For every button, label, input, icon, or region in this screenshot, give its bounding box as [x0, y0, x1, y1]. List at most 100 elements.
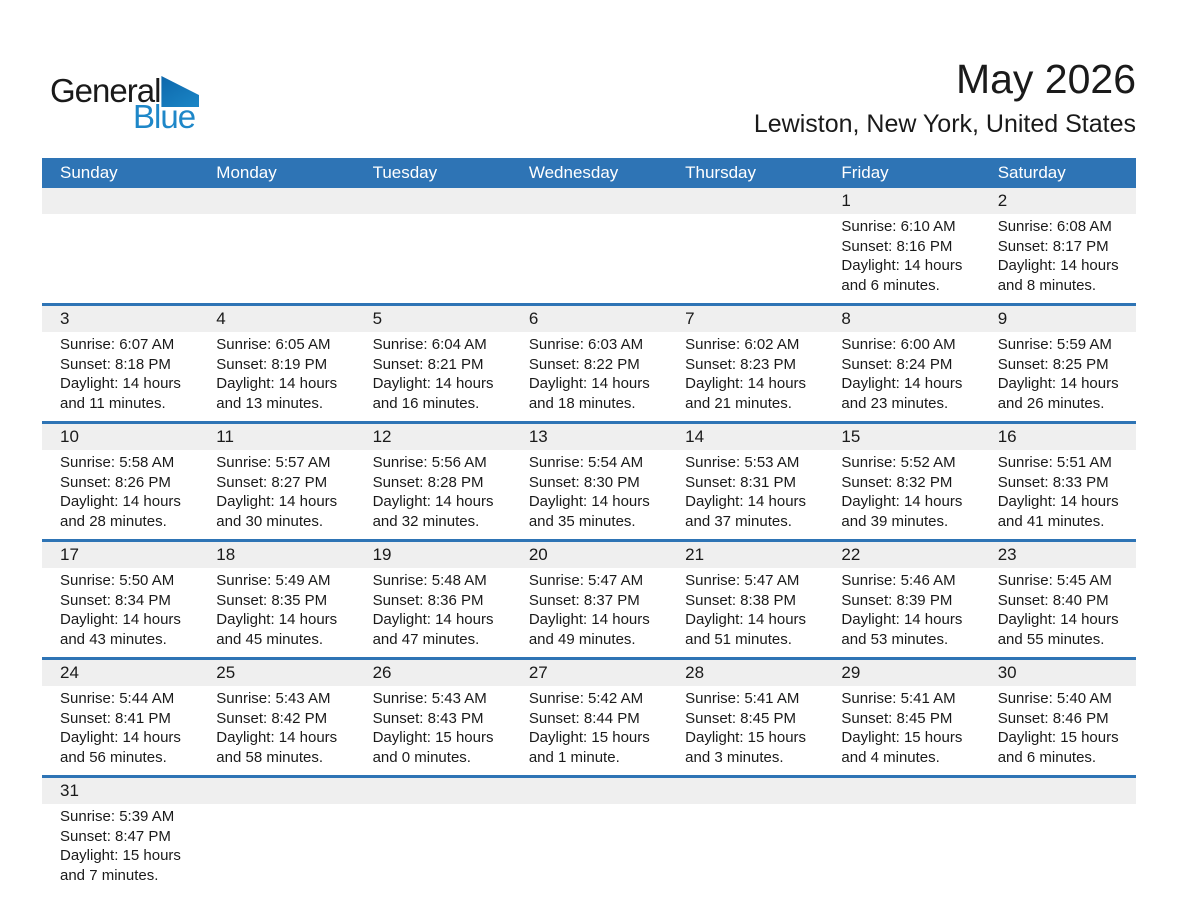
day-info: Sunrise: 5:58 AM Sunset: 8:26 PM Daylight:… — [42, 450, 198, 539]
sunset-text: Sunset: 8:17 PM — [997, 237, 1109, 255]
daylight-text: Daylight: 15 hours — [60, 847, 181, 864]
sunset-text: Sunset: 8:40 PM — [997, 591, 1109, 609]
sunrise-text: Sunrise: 5:46 AM — [841, 572, 956, 589]
day-info: Sunrise: 5:40 AM Sunset: 8:46 PM Daylight:… — [980, 686, 1136, 775]
day-number: 20 — [528, 545, 548, 564]
location-subtitle: Lewiston, New York, United States — [753, 110, 1136, 139]
daylight-text: Daylight: 15 hours — [528, 729, 650, 746]
day-number-empty — [511, 188, 667, 214]
calendar-empty-cell — [198, 188, 354, 303]
daylight-text-continued: and 28 minutes. — [60, 512, 167, 530]
sunrise-text: Sunrise: 5:51 AM — [997, 454, 1112, 471]
sunset-text: Sunset: 8:41 PM — [60, 709, 171, 727]
sunset-text: Sunset: 8:26 PM — [60, 473, 171, 491]
day-number-empty — [198, 778, 354, 804]
daylight-text-continued: and 39 minutes. — [841, 512, 949, 530]
daylight-text-continued: and 58 minutes. — [216, 748, 324, 766]
sunset-text: Sunset: 8:22 PM — [528, 355, 640, 373]
daylight-text-continued: and 26 minutes. — [997, 394, 1105, 412]
daylight-text-continued: and 3 minutes. — [685, 748, 784, 766]
day-number: 19 — [372, 545, 392, 564]
calendar-day-cell: 26 Sunrise: 5:43 AM Sunset: 8:43 PM Dayligh… — [355, 660, 511, 775]
page-title: May 2026 — [955, 56, 1136, 102]
calendar-day-cell: 21 Sunrise: 5:47 AM Sunset: 8:38 PM Dayligh… — [667, 542, 823, 657]
sunset-text: Sunset: 8:28 PM — [372, 473, 484, 491]
calendar-day-cell: 8 Sunrise: 6:00 AM Sunset: 8:24 PM Daylight… — [823, 306, 979, 421]
day-number: 7 — [685, 309, 695, 328]
day-info: Sunrise: 6:10 AM Sunset: 8:16 PM Daylight:… — [823, 214, 979, 303]
sunset-text: Sunset: 8:37 PM — [528, 591, 640, 609]
daylight-text-continued: and 37 minutes. — [685, 512, 792, 530]
sunset-text: Sunset: 8:24 PM — [841, 355, 953, 373]
daylight-text-continued: and 13 minutes. — [216, 394, 324, 412]
sunset-text: Sunset: 8:36 PM — [372, 591, 484, 609]
daylight-text: Daylight: 14 hours — [60, 493, 181, 510]
day-info: Sunrise: 5:57 AM Sunset: 8:27 PM Daylight:… — [198, 450, 354, 539]
daylight-text-continued: and 6 minutes. — [997, 748, 1097, 766]
sunset-text: Sunset: 8:18 PM — [60, 355, 171, 373]
daylight-text: Daylight: 14 hours — [216, 611, 338, 628]
daylight-text: Daylight: 15 hours — [685, 729, 807, 746]
calendar-week-row: 24 Sunrise: 5:44 AM Sunset: 8:41 PM Dayligh… — [42, 657, 1136, 775]
sunrise-text: Sunrise: 5:47 AM — [685, 572, 800, 589]
daylight-text: Daylight: 14 hours — [685, 375, 807, 392]
daylight-text-continued: and 30 minutes. — [216, 512, 324, 530]
day-number: 27 — [528, 663, 548, 682]
daylight-text-continued: and 45 minutes. — [216, 630, 324, 648]
day-info: Sunrise: 5:54 AM Sunset: 8:30 PM Daylight:… — [511, 450, 667, 539]
calendar-day-cell: 5 Sunrise: 6:04 AM Sunset: 8:21 PM Daylight… — [355, 306, 511, 421]
daylight-text-continued: and 56 minutes. — [60, 748, 167, 766]
day-info: Sunrise: 5:52 AM Sunset: 8:32 PM Daylight:… — [823, 450, 979, 539]
daylight-text-continued: and 1 minute. — [528, 748, 620, 766]
sunrise-text: Sunrise: 5:43 AM — [216, 690, 331, 707]
daylight-text-continued: and 41 minutes. — [997, 512, 1105, 530]
sunrise-text: Sunrise: 5:47 AM — [528, 572, 644, 589]
calendar-empty-cell — [355, 188, 511, 303]
sunrise-text: Sunrise: 5:56 AM — [372, 454, 487, 471]
day-info: Sunrise: 6:05 AM Sunset: 8:19 PM Daylight:… — [198, 332, 354, 421]
day-info: Sunrise: 5:46 AM Sunset: 8:39 PM Daylight:… — [823, 568, 979, 657]
calendar-empty-cell — [667, 188, 823, 303]
day-number: 14 — [685, 427, 705, 446]
day-number: 26 — [372, 663, 392, 682]
daylight-text: Daylight: 14 hours — [997, 611, 1119, 628]
sunset-text: Sunset: 8:25 PM — [997, 355, 1109, 373]
daylight-text-continued: and 53 minutes. — [841, 630, 949, 648]
daylight-text-continued: and 8 minutes. — [997, 276, 1097, 294]
day-info: Sunrise: 6:03 AM Sunset: 8:22 PM Daylight:… — [511, 332, 667, 421]
daylight-text: Daylight: 14 hours — [216, 729, 338, 746]
calendar-day-cell: 12 Sunrise: 5:56 AM Sunset: 8:28 PM Dayligh… — [355, 424, 511, 539]
calendar-empty-cell — [42, 188, 198, 303]
daylight-text: Daylight: 14 hours — [216, 375, 338, 392]
sunrise-text: Sunrise: 5:50 AM — [60, 572, 175, 589]
calendar-day-cell: 20 Sunrise: 5:47 AM Sunset: 8:37 PM Dayligh… — [511, 542, 667, 657]
day-info: Sunrise: 5:59 AM Sunset: 8:25 PM Daylight:… — [980, 332, 1136, 421]
daylight-text-continued: and 32 minutes. — [372, 512, 480, 530]
day-info: Sunrise: 5:51 AM Sunset: 8:33 PM Daylight:… — [980, 450, 1136, 539]
daylight-text: Daylight: 14 hours — [685, 611, 807, 628]
calendar-empty-cell — [667, 778, 823, 893]
day-number: 6 — [528, 309, 539, 328]
calendar-empty-cell — [980, 778, 1136, 893]
daylight-text-continued: and 18 minutes. — [528, 394, 636, 412]
daylight-text-continued: and 21 minutes. — [685, 394, 792, 412]
calendar-day-cell: 13 Sunrise: 5:54 AM Sunset: 8:30 PM Dayligh… — [511, 424, 667, 539]
day-number-empty — [42, 188, 198, 214]
calendar-grid: 1 Sunrise: 6:10 AM Sunset: 8:16 PM Daylight… — [42, 188, 1136, 893]
day-info: Sunrise: 5:47 AM Sunset: 8:38 PM Daylight:… — [667, 568, 823, 657]
calendar-day-cell: 29 Sunrise: 5:41 AM Sunset: 8:45 PM Dayligh… — [823, 660, 979, 775]
sunset-text: Sunset: 8:19 PM — [216, 355, 328, 373]
daylight-text: Daylight: 14 hours — [216, 493, 338, 510]
calendar-day-cell: 18 Sunrise: 5:49 AM Sunset: 8:35 PM Dayligh… — [198, 542, 354, 657]
calendar-day-cell: 9 Sunrise: 5:59 AM Sunset: 8:25 PM Daylight… — [980, 306, 1136, 421]
day-number: 31 — [60, 781, 79, 800]
day-info: Sunrise: 5:56 AM Sunset: 8:28 PM Daylight:… — [355, 450, 511, 539]
day-number: 12 — [372, 427, 392, 446]
day-number-empty — [980, 778, 1136, 804]
day-number: 11 — [216, 427, 234, 446]
daylight-text-continued: and 51 minutes. — [685, 630, 792, 648]
sunset-text: Sunset: 8:44 PM — [528, 709, 640, 727]
calendar: Sunday Monday Tuesday Wednesday Thursday Frid… — [42, 158, 1136, 893]
daylight-text-continued: and 7 minutes. — [60, 866, 159, 884]
